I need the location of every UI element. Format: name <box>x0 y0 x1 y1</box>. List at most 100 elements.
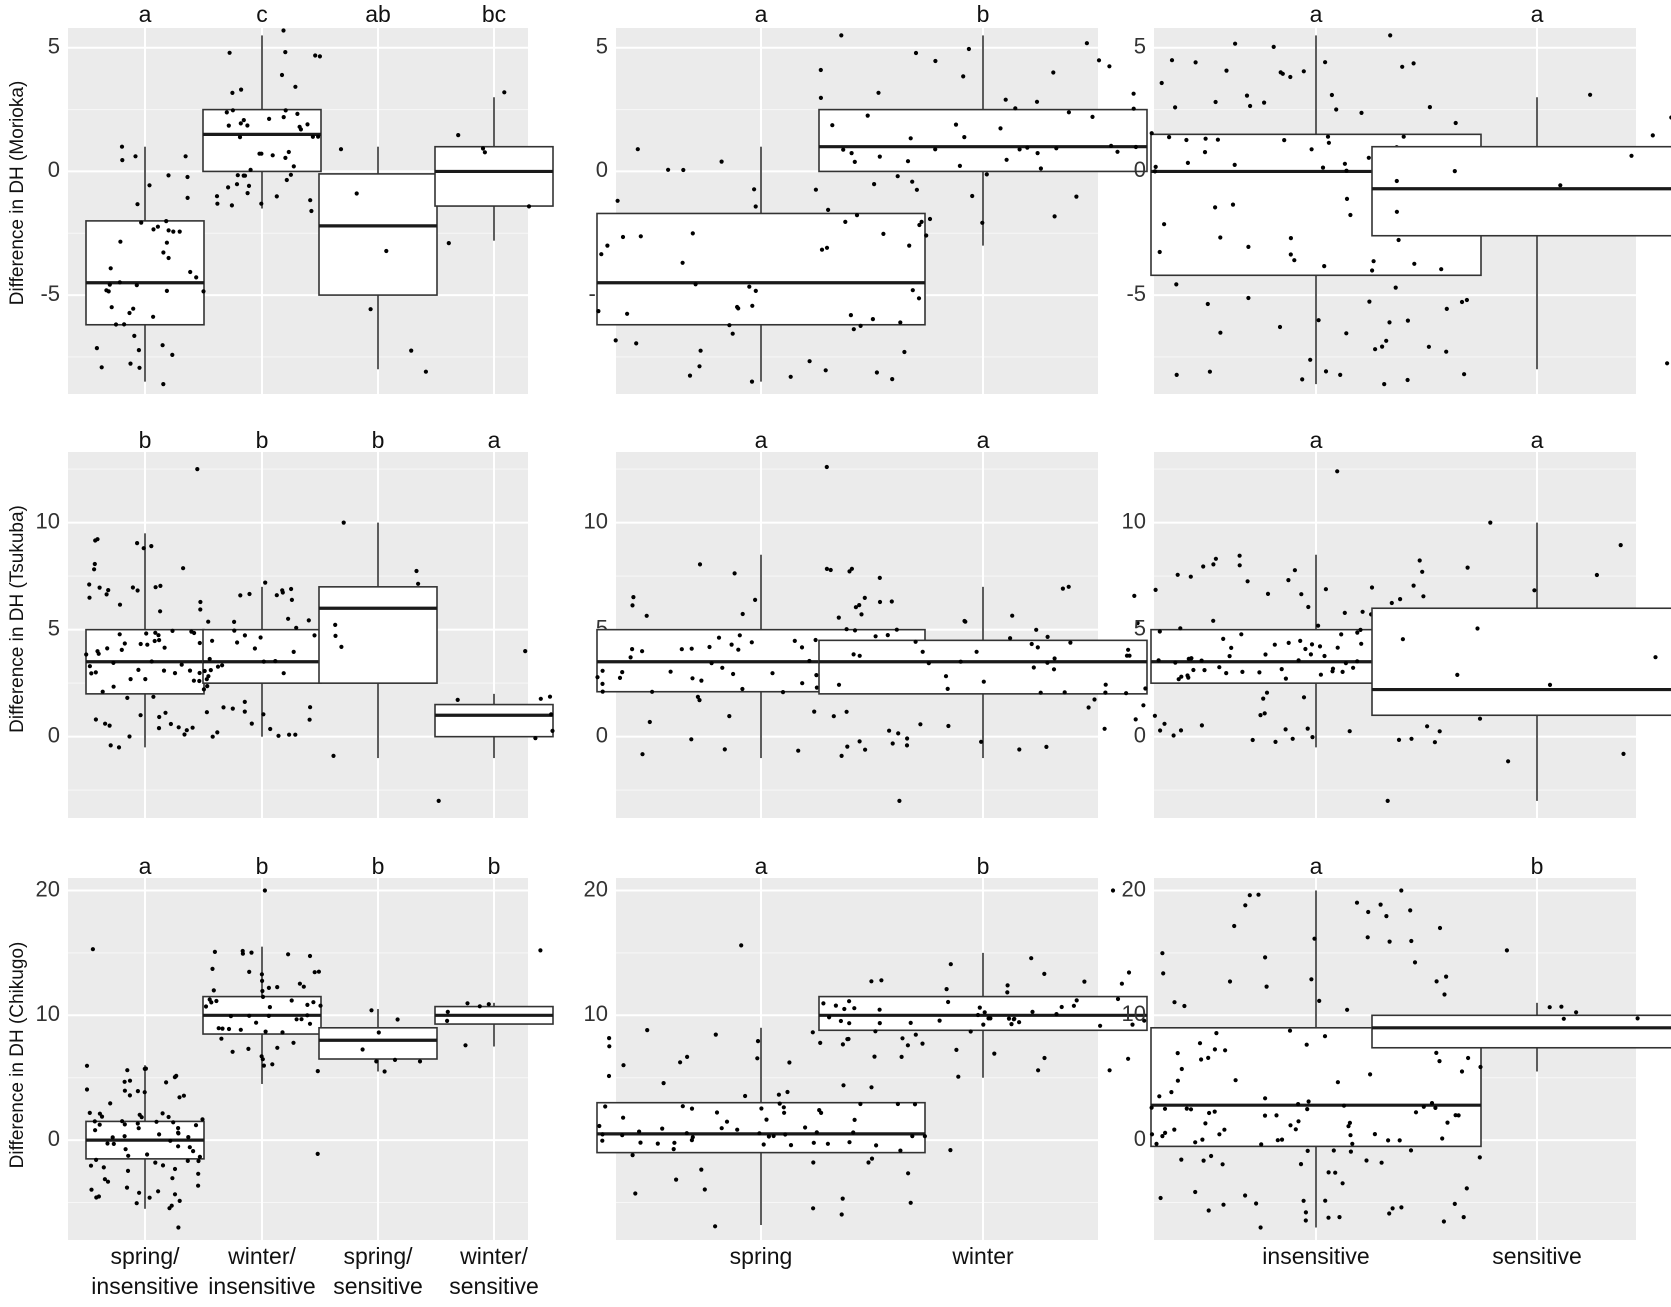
data-point <box>139 220 144 225</box>
data-point <box>93 670 98 675</box>
data-point <box>998 126 1003 131</box>
box-iqr <box>434 145 554 207</box>
data-point <box>109 305 114 310</box>
data-point <box>1074 998 1079 1003</box>
data-point <box>90 947 95 952</box>
data-point <box>268 726 273 732</box>
data-point <box>1412 960 1418 965</box>
data-point <box>1338 372 1343 377</box>
data-point <box>1459 299 1465 305</box>
significance-letter: b <box>256 427 269 453</box>
data-point <box>197 640 202 646</box>
data-point <box>232 619 237 625</box>
data-point <box>1417 558 1422 563</box>
data-point <box>1161 971 1166 976</box>
data-point <box>1301 1198 1306 1203</box>
data-point <box>226 1026 232 1032</box>
data-point <box>1382 382 1387 387</box>
data-point <box>316 969 321 974</box>
significance-letter: b <box>372 427 385 453</box>
data-point <box>889 599 894 604</box>
data-point <box>982 1010 987 1015</box>
data-point <box>97 1111 102 1116</box>
data-point <box>863 747 868 752</box>
data-point <box>1308 357 1313 362</box>
data-point <box>1340 669 1345 675</box>
data-point <box>162 645 167 650</box>
data-point <box>273 659 278 664</box>
data-point <box>171 1120 176 1125</box>
y-tick-label: 0 <box>596 722 608 747</box>
data-point <box>416 581 421 586</box>
data-point <box>127 1093 132 1098</box>
data-point <box>291 649 296 655</box>
data-point <box>811 1140 816 1145</box>
box-iqr <box>1371 145 1671 237</box>
data-point <box>839 1212 844 1217</box>
data-point <box>1186 675 1191 680</box>
data-point <box>126 1153 131 1158</box>
data-point <box>799 645 805 650</box>
panel-r1-c3: -5 0 5 a a <box>1126 1 1671 394</box>
data-point <box>124 1185 130 1190</box>
data-point <box>1035 645 1040 650</box>
data-point <box>197 678 202 684</box>
data-point <box>1405 318 1410 323</box>
data-point <box>743 1093 748 1099</box>
data-point <box>870 317 876 322</box>
data-point <box>1293 1127 1298 1132</box>
data-point <box>814 685 820 690</box>
data-point <box>1017 1020 1022 1025</box>
data-point <box>1323 1198 1328 1203</box>
data-point <box>1184 137 1189 143</box>
data-point <box>879 978 884 983</box>
data-point <box>966 46 972 52</box>
data-point <box>1380 344 1385 349</box>
data-point <box>108 266 113 271</box>
box-iqr <box>818 639 1148 695</box>
data-point <box>655 1141 660 1146</box>
data-point <box>1197 1041 1203 1046</box>
data-point <box>1262 711 1267 716</box>
data-point <box>1157 629 1162 634</box>
data-point <box>187 1145 192 1150</box>
data-point <box>287 732 292 737</box>
data-point <box>1096 58 1102 63</box>
data-point <box>645 1028 650 1033</box>
data-point <box>803 1125 808 1130</box>
data-point <box>1316 318 1321 323</box>
data-point <box>200 1117 205 1122</box>
data-point <box>836 615 841 620</box>
data-point <box>1287 1028 1293 1033</box>
data-point <box>258 635 263 640</box>
data-point <box>1372 1132 1377 1137</box>
data-point <box>1393 285 1398 290</box>
data-point <box>1199 658 1204 663</box>
data-point <box>288 172 293 177</box>
data-point <box>984 172 989 177</box>
data-point <box>202 668 207 674</box>
data-point <box>1054 1012 1059 1017</box>
box-iqr <box>434 703 554 738</box>
data-point <box>1232 162 1237 167</box>
data-point <box>1288 252 1293 257</box>
x-category-label: winter <box>951 1243 1014 1269</box>
data-point <box>1036 1068 1041 1073</box>
data-point <box>197 1154 202 1159</box>
data-point <box>854 213 860 218</box>
data-point <box>260 994 266 1000</box>
data-point <box>1325 134 1331 139</box>
data-point <box>194 275 199 280</box>
data-point <box>211 988 216 993</box>
data-point <box>102 1177 107 1182</box>
data-point <box>270 1062 275 1067</box>
data-point <box>1322 1034 1328 1039</box>
data-point <box>596 309 601 314</box>
data-point <box>1274 1113 1279 1118</box>
y-tick-label: 10 <box>1122 1001 1146 1026</box>
data-point <box>1133 717 1138 722</box>
data-point <box>843 219 848 224</box>
panel-r3-c2: 0 10 20 a b spring winter <box>584 853 1148 1269</box>
data-point <box>1339 632 1344 637</box>
data-point <box>176 1144 181 1149</box>
